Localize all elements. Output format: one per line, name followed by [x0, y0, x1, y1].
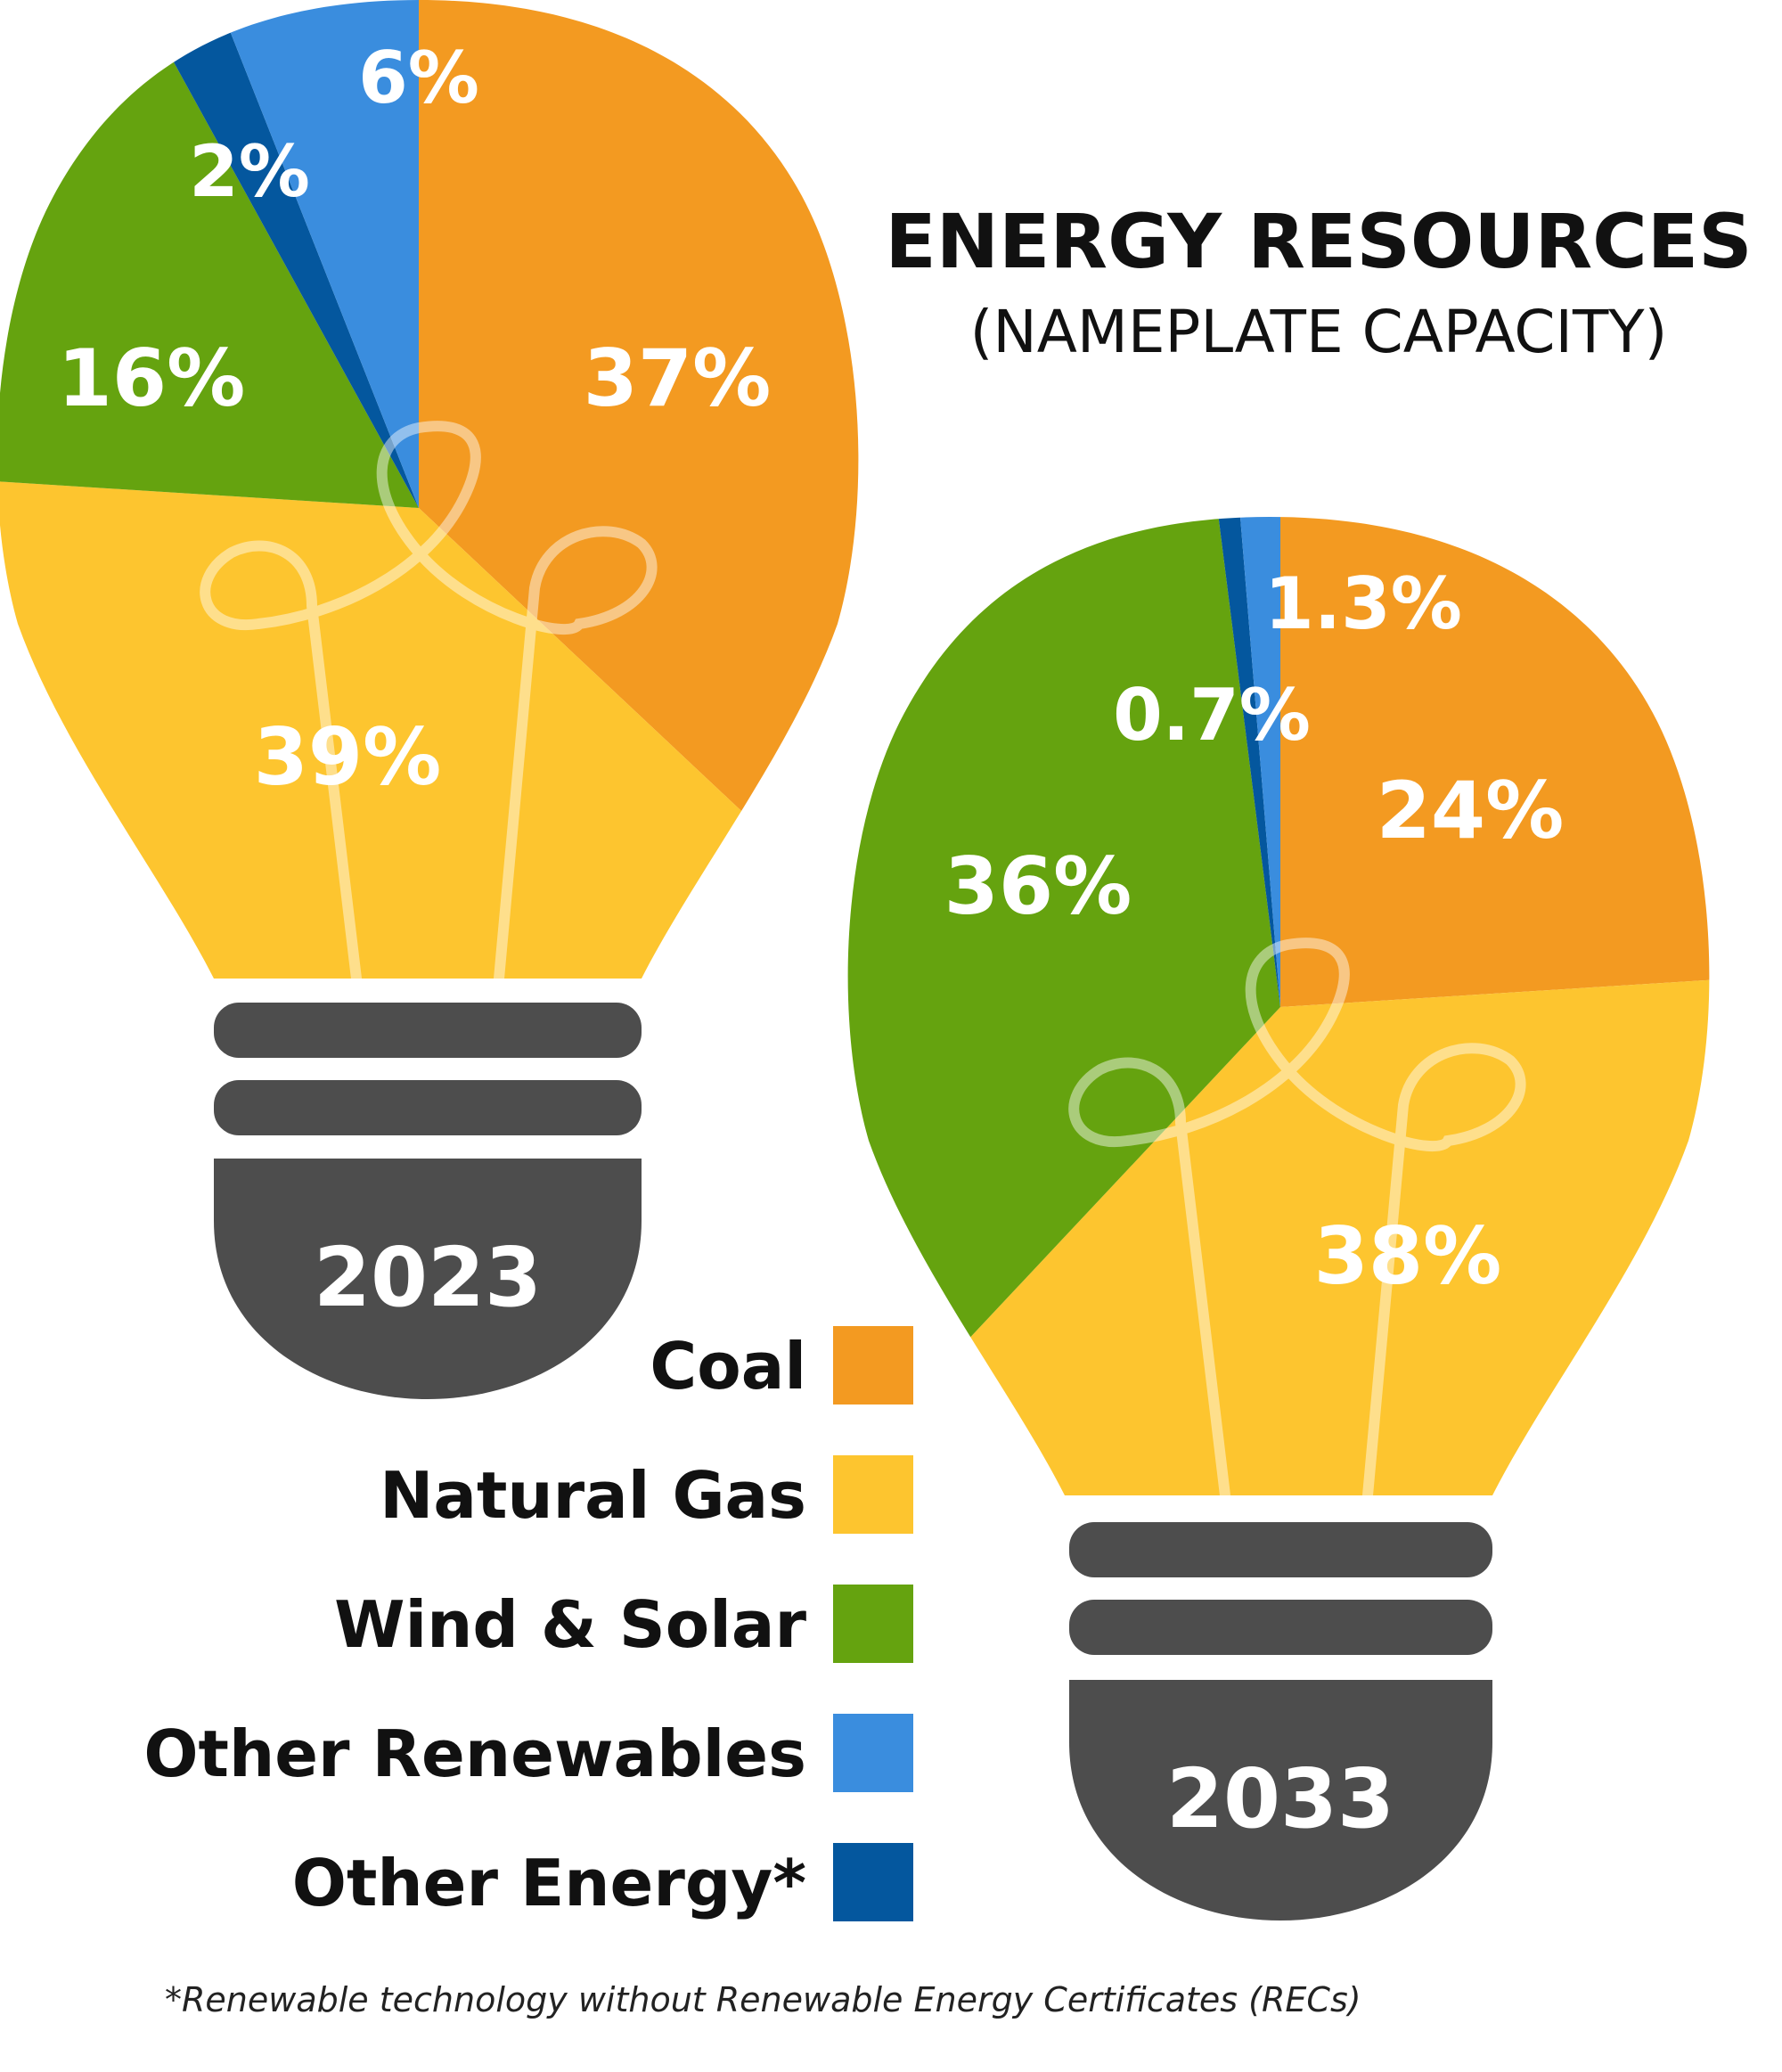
label-2023-natural-gas: 39% [254, 711, 442, 803]
legend-label: Wind & Solar [334, 1587, 806, 1662]
bulb-base-2033 [1069, 1522, 1492, 1920]
pie-2033 [847, 517, 1710, 1495]
bulb-2033: 2033 [847, 517, 1710, 1920]
legend-label: Natural Gas [380, 1458, 806, 1533]
legend-swatch [833, 1326, 913, 1405]
legend-label: Coal [650, 1329, 806, 1404]
label-2023-coal: 37% [584, 332, 772, 424]
label-2023-wind-solar: 16% [58, 332, 246, 424]
slice-2033-other-energy [1146, 517, 1280, 1007]
bulb-base-2023 [214, 1003, 642, 1399]
label-2033-natural-gas: 38% [1314, 1210, 1502, 1302]
label-2023-other-renewables: 6% [358, 37, 479, 119]
legend: Coal Natural Gas Wind & Solar Other Renewab… [143, 1326, 913, 1921]
slice-2033-coal [1280, 517, 1710, 1007]
year-label-2023: 2023 [314, 1230, 542, 1325]
label-2033-other-renewables: 1.3% [1264, 562, 1462, 645]
slice-2023-wind-solar [0, 0, 419, 508]
legend-label: Other Renewables [143, 1716, 806, 1791]
chart-title: ENERGY RESOURCES [885, 198, 1752, 285]
filament-icon [200, 421, 658, 984]
label-2033-coal: 24% [1377, 765, 1565, 856]
filament-icon [1068, 938, 1526, 1501]
legend-swatch [833, 1843, 913, 1921]
pie-labels-2033: 1.3% 0.7% 24% 36% 38% [944, 562, 1565, 1302]
legend-label: Other Energy* [292, 1846, 806, 1920]
footnote: *Renewable technology without Renewable … [165, 1980, 1361, 2019]
legend-swatch [833, 1714, 913, 1792]
label-2023-other-energy: 2% [189, 130, 310, 213]
label-2033-other-energy: 0.7% [1113, 674, 1311, 757]
pie-labels-2023: 6% 2% 37% 16% 39% [58, 37, 772, 803]
legend-swatch [833, 1455, 913, 1534]
slice-2033-other-renewables [1193, 517, 1280, 1007]
year-label-2033: 2033 [1166, 1751, 1394, 1847]
chart-subtitle: (NAMEPLATE CAPACITY) [970, 298, 1668, 366]
slice-2023-other-renewables [25, 0, 419, 508]
label-2033-wind-solar: 36% [944, 840, 1132, 932]
legend-swatch [833, 1585, 913, 1663]
